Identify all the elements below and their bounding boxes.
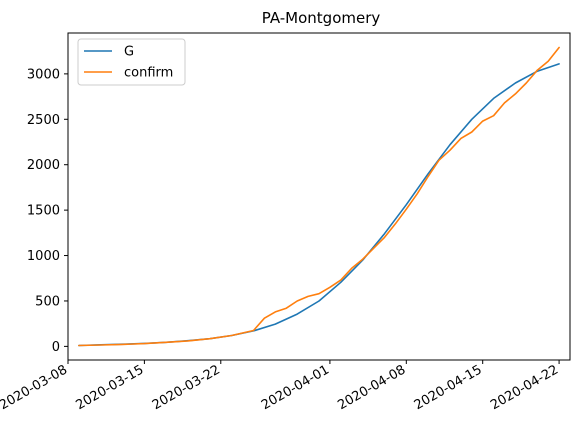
y-tick-label: 2000 (27, 158, 60, 173)
chart-title: PA-Montgomery (262, 9, 381, 27)
y-tick-label: 3000 (27, 67, 60, 82)
y-tick-label: 1500 (27, 204, 60, 219)
series-line-confirm (78, 46, 560, 347)
y-tick-label: 2500 (27, 113, 60, 128)
y-axis-ticks: 0 500 1000 1500 2000 2500 3000 (27, 67, 68, 355)
y-tick-label: 0 (52, 340, 60, 355)
legend-label: G (124, 45, 134, 60)
series-layer (78, 46, 560, 347)
plot-frame (67, 32, 571, 361)
y-tick-label: 500 (35, 294, 60, 309)
y-tick-label: 1000 (27, 249, 60, 264)
legend-label: confirm (124, 66, 173, 81)
